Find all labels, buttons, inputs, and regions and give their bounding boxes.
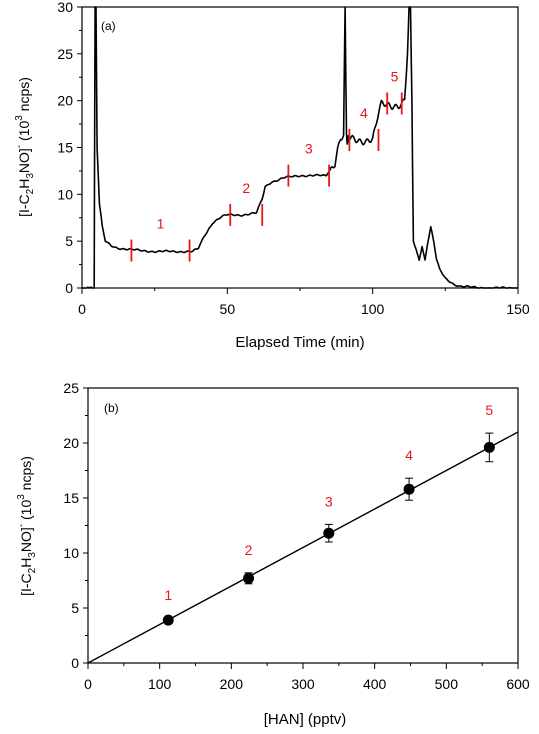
y-tick-label: 10 bbox=[57, 186, 73, 202]
x-tick-label: 200 bbox=[220, 676, 244, 692]
panel-a-markers: 1 2 3 4 5 bbox=[130, 68, 403, 262]
data-point bbox=[323, 527, 335, 539]
panel-a-label: (a) bbox=[101, 19, 116, 33]
panel-b-fit-line bbox=[87, 431, 519, 664]
point-label: 5 bbox=[485, 402, 493, 418]
point-label: 2 bbox=[245, 542, 253, 558]
panel-a-plot-frame bbox=[81, 6, 519, 289]
y-tick-label: 30 bbox=[57, 0, 73, 15]
y-tick-label: 25 bbox=[57, 46, 73, 62]
panel-a-y-axis-title: [I-C2H3NO]- (103 ncps) bbox=[14, 77, 36, 217]
panel-a-y-axis: 0 5 10 15 20 25 30 bbox=[57, 0, 82, 296]
x-tick-label: 100 bbox=[361, 301, 385, 317]
data-point bbox=[243, 572, 255, 584]
panel-b-plot-frame bbox=[87, 387, 519, 664]
y-tick-label: 25 bbox=[63, 380, 79, 396]
x-tick-label: 150 bbox=[506, 301, 530, 317]
interval-label: 2 bbox=[242, 180, 250, 196]
interval-label: 3 bbox=[305, 141, 313, 157]
x-tick-label: 500 bbox=[435, 676, 459, 692]
y-tick-label: 15 bbox=[57, 140, 73, 156]
x-tick-label: 50 bbox=[220, 301, 236, 317]
interval-label: 4 bbox=[360, 105, 368, 121]
y-tick-label: 5 bbox=[71, 600, 79, 616]
data-point bbox=[162, 614, 174, 626]
interval-label: 1 bbox=[157, 216, 165, 232]
panel-b-x-axis: 0 100 200 300 400 500 600 bbox=[84, 663, 530, 692]
y-tick-label: 20 bbox=[57, 93, 73, 109]
interval-label: 5 bbox=[391, 68, 399, 84]
panel-b-x-axis-title: [HAN] (pptv) bbox=[264, 711, 347, 728]
panel-b-y-axis-title: [I-C2H3NO]- (103 ncps) bbox=[16, 456, 38, 596]
x-tick-label: 0 bbox=[84, 676, 92, 692]
panel-a-series-line bbox=[82, 6, 518, 289]
y-tick-label: 0 bbox=[65, 280, 73, 296]
y-tick-label: 0 bbox=[71, 655, 79, 671]
x-tick-label: 600 bbox=[506, 676, 530, 692]
point-label: 3 bbox=[325, 493, 333, 509]
x-tick-label: 0 bbox=[78, 301, 86, 317]
panel-b-y-axis: 0 5 10 15 20 25 bbox=[63, 380, 88, 671]
point-label: 1 bbox=[164, 587, 172, 603]
panel-b-points: 1 2 3 4 5 bbox=[162, 402, 495, 626]
data-point bbox=[483, 441, 495, 453]
panel-a: 0 5 10 15 20 25 30 0 50 100 150 1 2 3 4 5 (a) Elapsed… bbox=[14, 0, 530, 351]
panel-b: 0 5 10 15 20 25 0 100 200 300 400 500 600 1 2 3 4 5 (b)… bbox=[16, 380, 530, 728]
x-tick-label: 300 bbox=[291, 676, 315, 692]
panel-b-label: (b) bbox=[104, 401, 119, 415]
point-label: 4 bbox=[405, 447, 413, 463]
data-point bbox=[403, 483, 415, 495]
x-tick-label: 100 bbox=[148, 676, 172, 692]
y-tick-label: 10 bbox=[63, 545, 79, 561]
y-tick-label: 15 bbox=[63, 490, 79, 506]
y-tick-label: 5 bbox=[65, 233, 73, 249]
y-tick-label: 20 bbox=[63, 435, 79, 451]
x-tick-label: 400 bbox=[363, 676, 387, 692]
panel-a-x-axis-title: Elapsed Time (min) bbox=[235, 334, 364, 351]
panel-a-x-axis: 0 50 100 150 bbox=[78, 288, 530, 317]
